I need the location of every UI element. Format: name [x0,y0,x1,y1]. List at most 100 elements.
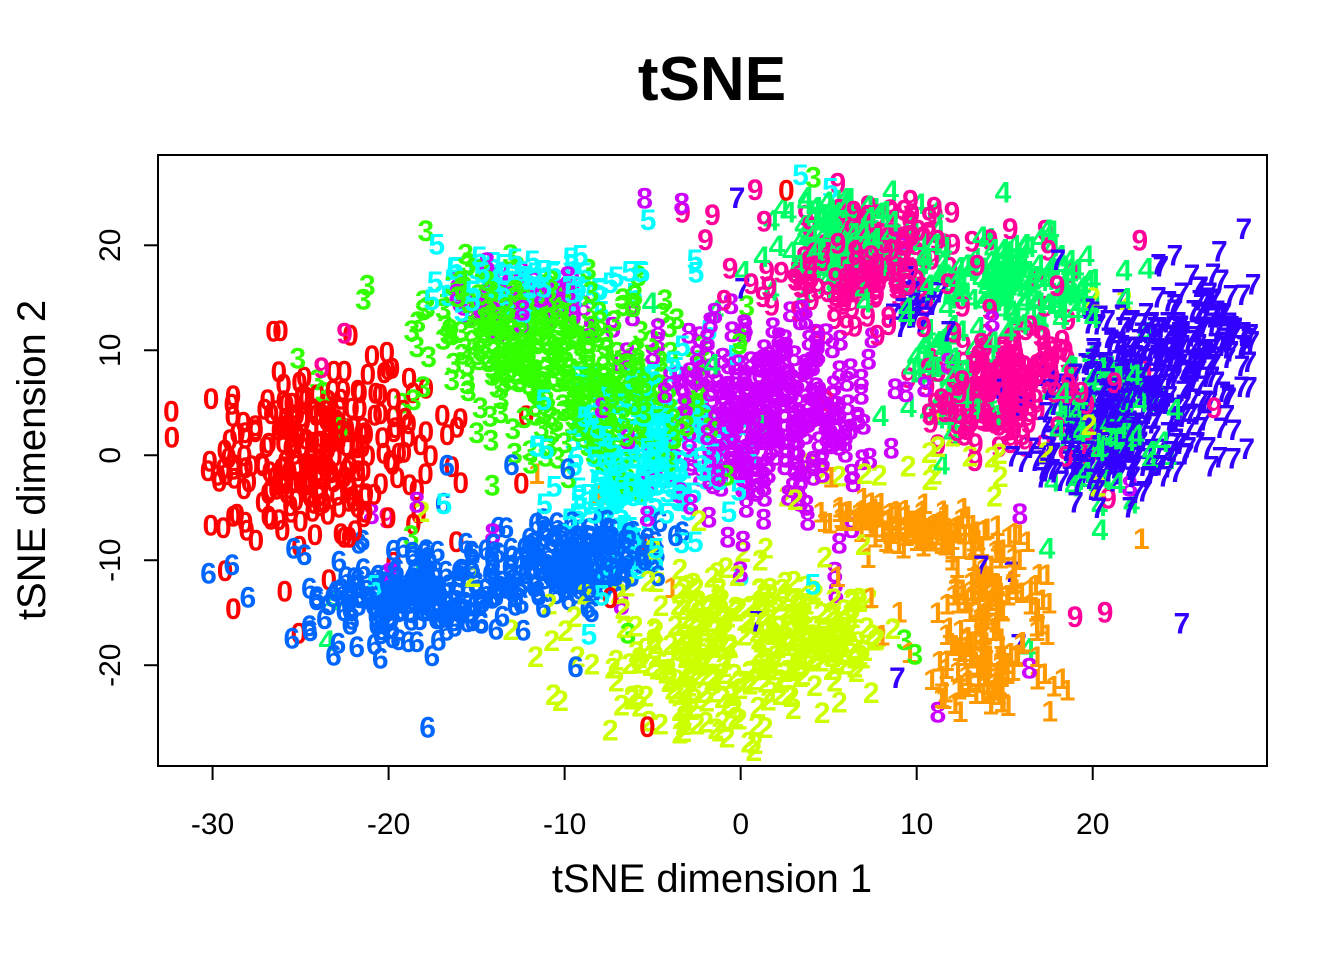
scatter-glyph-0: 0 [260,501,277,534]
scatter-glyph-8: 8 [737,371,754,404]
scatter-glyph-7: 7 [1142,384,1159,417]
scatter-glyph-3: 3 [576,383,593,416]
scatter-glyph-2: 2 [787,484,804,517]
scatter-glyph-2: 2 [608,645,625,678]
scatter-glyph-5: 5 [528,431,545,464]
scatter-glyph-0: 0 [258,431,275,464]
scatter-glyph-0: 0 [203,509,220,542]
scatter-glyph-3: 3 [590,376,607,409]
scatter-glyph-7: 7 [1193,385,1210,418]
scatter-glyph-1: 1 [831,496,848,529]
scatter-glyph-2: 2 [719,722,736,755]
scatter-glyph-4: 4 [912,249,929,282]
scatter-glyph-6: 6 [450,570,467,603]
scatter-glyph-3: 3 [907,639,924,672]
scatter-glyph-3: 3 [468,417,485,450]
scatter-glyph-9: 9 [847,236,864,269]
scatter-glyph-8: 8 [493,264,510,297]
scatter-glyph-3: 3 [512,298,529,331]
scatter-glyph-6: 6 [400,626,417,659]
scatter-glyph-0: 0 [343,393,360,426]
scatter-glyph-3: 3 [505,329,522,362]
scatter-glyph-1: 1 [968,559,985,592]
scatter-glyph-0: 0 [298,423,315,456]
scatter-glyph-2: 2 [781,626,798,659]
scatter-glyph-1: 1 [872,488,889,521]
scatter-glyph-9: 9 [1035,429,1052,462]
scatter-glyph-6: 6 [379,567,396,600]
scatter-glyph-8: 8 [776,324,793,357]
scatter-glyph-4: 4 [984,234,1001,267]
scatter-glyph-4: 4 [808,234,825,267]
scatter-glyph-6: 6 [535,592,552,625]
scatter-glyph-5: 5 [618,475,635,508]
scatter-glyph-3: 3 [636,367,653,400]
scatter-glyph-7: 7 [1091,404,1108,437]
scatter-glyph-9: 9 [886,256,903,289]
scatter-glyph-5: 5 [517,281,534,314]
scatter-glyph-8: 8 [673,187,690,220]
scatter-glyph-0: 0 [324,464,341,497]
scatter-glyph-4: 4 [948,265,965,298]
scatter-glyph-6: 6 [617,556,634,589]
scatter-glyph-6: 6 [239,581,256,614]
scatter-glyph-1: 1 [991,660,1008,693]
scatter-glyph-7: 7 [1202,386,1219,419]
y-axis: -20 -10 0 10 20 [94,229,158,687]
scatter-glyph-7: 7 [889,662,906,695]
scatter-glyph-0: 0 [163,422,180,455]
scatter-glyph-0: 0 [284,399,301,432]
scatter-glyph-2: 2 [850,583,867,616]
scatter-glyph-6: 6 [350,564,367,597]
scatter-glyph-6: 6 [620,517,637,550]
scatter-glyph-7: 7 [1133,380,1150,413]
scatter-glyph-3: 3 [574,396,591,429]
scatter-glyph-4: 4 [789,256,806,289]
scatter-glyph-2: 2 [729,560,746,593]
scatter-glyph-2: 2 [751,636,768,669]
scatter-glyph-6: 6 [530,546,547,579]
scatter-glyph-1: 1 [944,533,961,566]
scatter-glyph-6: 6 [474,587,491,620]
scatter-glyph-9: 9 [994,336,1011,369]
scatter-glyph-0: 0 [298,382,315,415]
scatter-glyph-6: 6 [419,711,436,744]
scatter-glyph-6: 6 [439,601,456,634]
scatter-glyph-4: 4 [1057,402,1074,435]
scatter-glyph-6: 6 [566,537,583,570]
scatter-glyph-2: 2 [680,671,697,704]
scatter-glyph-4: 4 [1000,282,1017,315]
scatter-glyph-7: 7 [1131,323,1148,356]
scatter-glyph-1: 1 [855,483,872,516]
scatter-glyph-2: 2 [652,708,669,741]
scatter-glyph-2: 2 [827,629,844,662]
scatter-glyph-6: 6 [367,564,384,597]
scatter-glyph-5: 5 [604,452,621,485]
scatter-glyph-4: 4 [753,241,770,274]
scatter-glyph-3: 3 [498,277,515,310]
scatter-glyph-4: 4 [1118,421,1135,454]
scatter-glyph-6: 6 [581,573,598,606]
scatter-glyph-9: 9 [1052,333,1069,366]
scatter-glyph-3: 3 [464,325,481,358]
scatter-glyph-2: 2 [721,642,738,675]
scatter-glyph-5: 5 [557,546,574,579]
scatter-glyph-7: 7 [1102,395,1119,428]
scatter-glyph-8: 8 [657,462,674,495]
scatter-glyph-0: 0 [378,336,395,369]
y-tick-label: 0 [94,447,127,464]
scatter-glyph-0: 0 [449,411,466,444]
scatter-glyph-8: 8 [755,503,772,536]
scatter-glyph-2: 2 [757,533,774,566]
scatter-glyph-4: 4 [930,403,947,436]
scatter-glyph-9: 9 [1037,215,1054,248]
scatter-glyph-6: 6 [404,580,421,613]
scatter-glyph-9: 9 [898,269,915,302]
scatter-glyph-2: 2 [766,647,783,680]
scatter-glyph-4: 4 [319,625,336,658]
x-tick-label: -10 [543,808,586,841]
scatter-glyph-2: 2 [660,653,677,686]
scatter-glyph-3: 3 [440,318,457,351]
scatter-glyph-4: 4 [910,188,927,221]
